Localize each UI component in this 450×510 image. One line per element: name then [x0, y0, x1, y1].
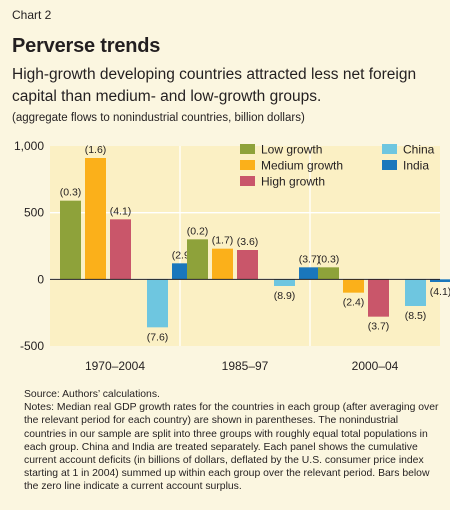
bar-label: (4.1): [110, 205, 132, 217]
legend-label: India: [403, 159, 429, 173]
bar: [405, 279, 426, 306]
legend-label: Medium growth: [261, 159, 343, 173]
legend-swatch: [240, 176, 255, 186]
bar-label: (3.6): [237, 236, 259, 248]
bar: [187, 239, 208, 280]
bar-label: (7.6): [147, 331, 169, 343]
y-tick-label: -500: [20, 339, 44, 353]
bar-label: (8.5): [405, 310, 427, 322]
legend-swatch: [240, 144, 255, 154]
bar: [343, 279, 364, 293]
bar-label: (2.9): [172, 249, 194, 261]
legend-swatch: [382, 144, 397, 154]
bar: [147, 279, 168, 328]
bar-label: (3.7): [368, 321, 390, 333]
legend-swatch: [240, 160, 255, 170]
bar: [110, 219, 131, 280]
y-tick-label: 0: [37, 272, 44, 286]
chart-label: Chart 2: [12, 8, 52, 22]
bar-label: (1.7): [212, 235, 234, 247]
y-tick-label: 1,000: [14, 139, 44, 153]
bar-label: (0.2): [187, 225, 209, 237]
chart-notes: Source: Authors’ calculations. Notes: Me…: [24, 388, 440, 494]
bar: [318, 267, 339, 280]
bar: [85, 158, 106, 280]
bar-label: (3.7): [299, 253, 321, 265]
legend-label: China: [403, 143, 435, 157]
y-tick-label: 500: [24, 206, 44, 220]
source-note: Source: Authors’ calculations.: [24, 389, 160, 400]
bar-label: (4.1): [430, 286, 450, 298]
legend-swatch: [382, 160, 397, 170]
bar: [368, 279, 389, 317]
bar: [237, 250, 258, 280]
x-tick-label: 1970–2004: [85, 359, 145, 373]
bar: [274, 279, 295, 286]
bar-chart: -500 0 500 1,000 (0.3) (1.6) (4.1) (7.6) (2.9) 19…: [14, 139, 450, 373]
bar-label: (2.4): [343, 297, 365, 309]
chart-units: (aggregate flows to nonindustrial countr…: [12, 112, 305, 124]
legend-label: High growth: [261, 175, 325, 189]
bar: [430, 279, 450, 282]
legend-label: Low growth: [261, 143, 322, 157]
bar: [60, 200, 81, 280]
bar-label: (0.3): [318, 253, 340, 265]
bar-label: (0.3): [60, 187, 82, 199]
notes-text: Notes: Median real GDP growth rates for …: [24, 402, 439, 493]
chart-title: Perverse trends: [12, 35, 161, 57]
bar: [212, 248, 233, 280]
chart-subtitle: High-growth developing countries attract…: [12, 66, 417, 105]
x-tick-label: 2000–04: [352, 359, 399, 373]
bar: [299, 267, 320, 280]
bar-label: (1.6): [85, 144, 107, 156]
x-tick-label: 1985–97: [222, 359, 269, 373]
bar-label: (8.9): [274, 290, 296, 302]
